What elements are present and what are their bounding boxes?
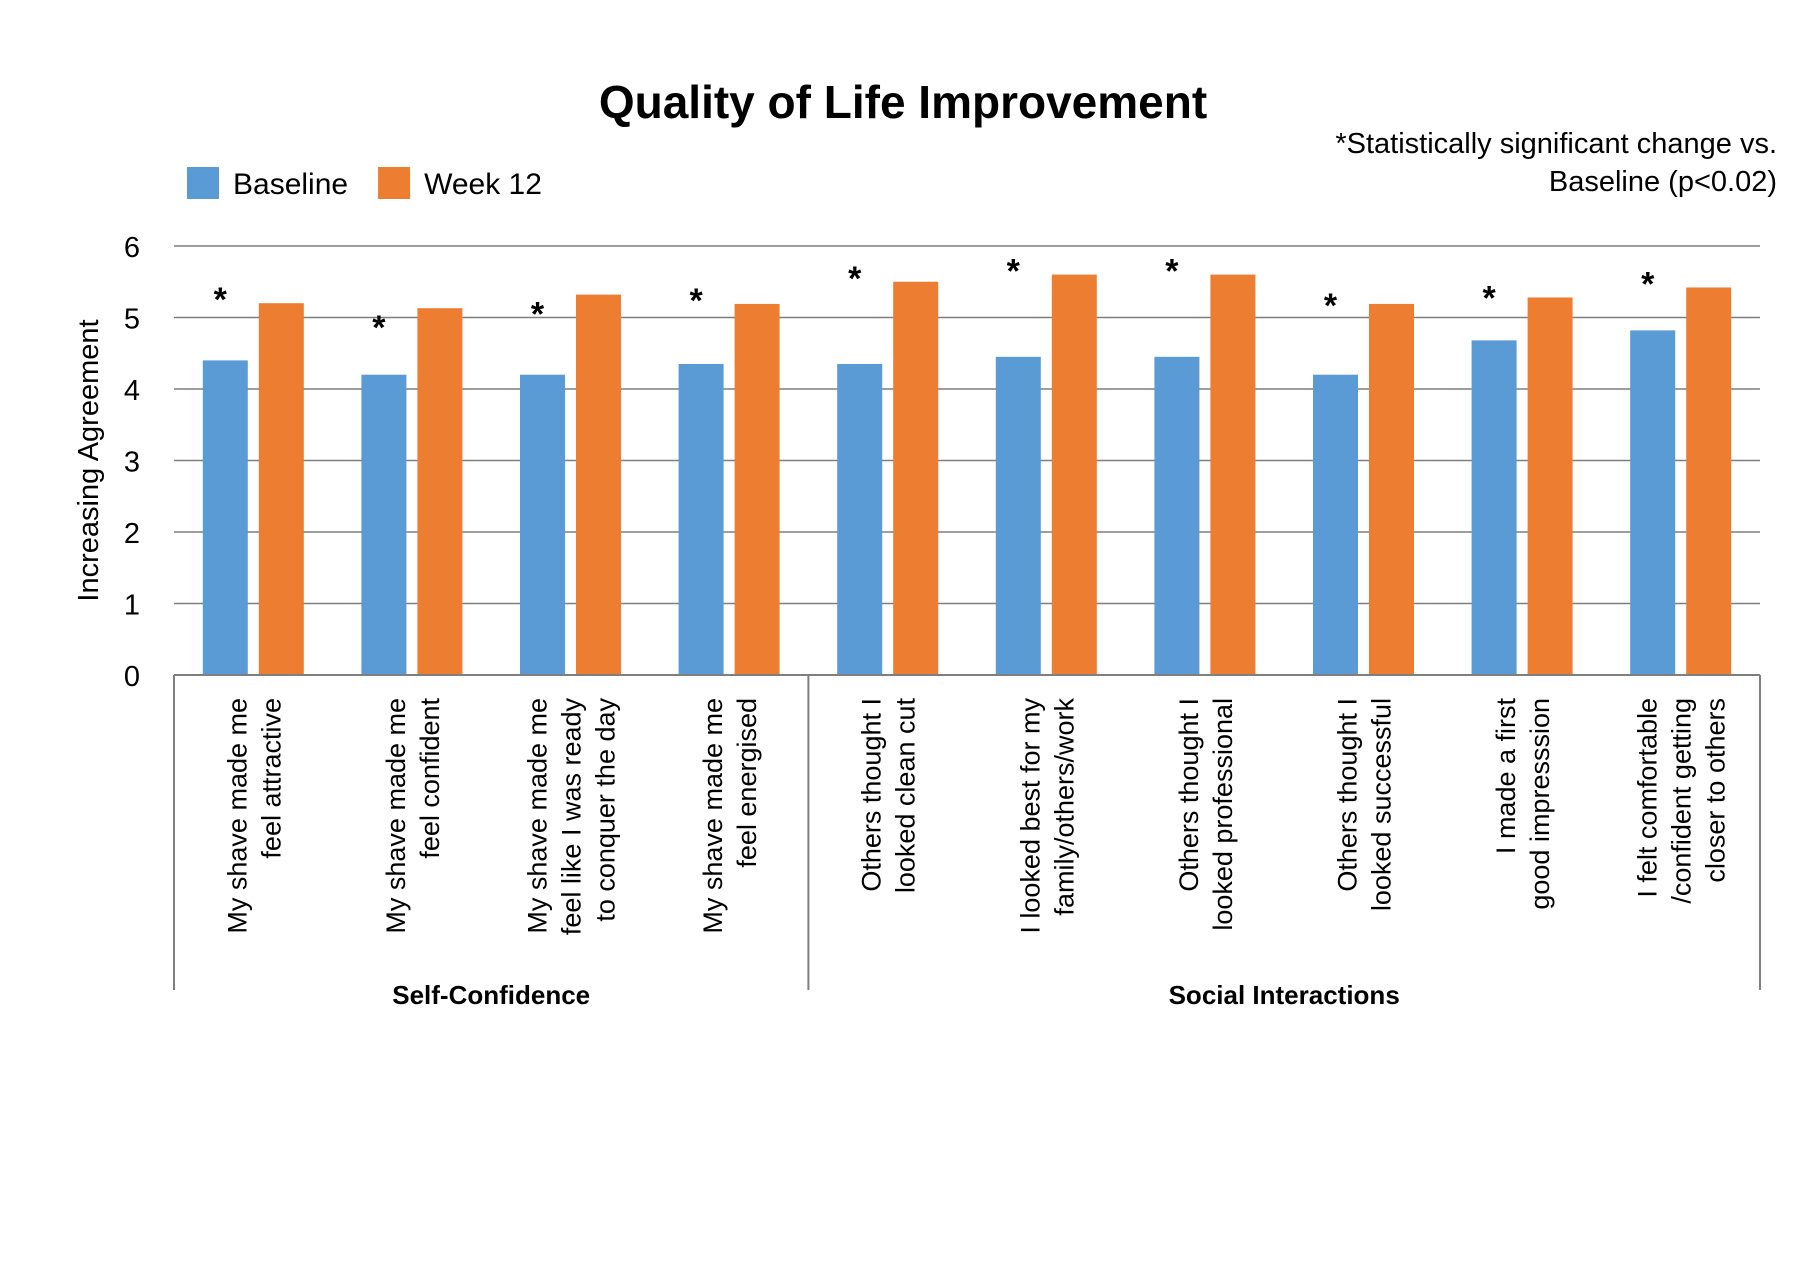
category-label-9: closer to others — [1701, 698, 1731, 883]
legend-label-1: Week 12 — [424, 168, 542, 201]
bar-week12-7 — [1369, 303, 1414, 675]
category-label-9: I felt comfortable — [1633, 698, 1663, 898]
y-tick-label: 6 — [124, 232, 140, 264]
bar-baseline-9 — [1630, 330, 1676, 675]
bar-week12-4 — [893, 281, 939, 675]
legend-swatch-1 — [378, 167, 411, 199]
category-label-7: Others thought I — [1333, 698, 1363, 892]
category-label-3: My shave made me — [698, 698, 728, 934]
category-label-6: Others thought I — [1174, 698, 1204, 892]
category-label-8: I made a first — [1491, 698, 1521, 855]
y-tick-label: 5 — [124, 304, 140, 336]
y-tick-label: 4 — [124, 375, 140, 407]
category-label-1: My shave made me — [381, 698, 411, 934]
category-label-5: I looked best for my — [1015, 698, 1045, 934]
legend-label-0: Baseline — [233, 168, 348, 201]
significance-star-4: * — [848, 260, 862, 298]
significance-note-line: *Statistically significant change vs. — [1335, 128, 1777, 160]
category-label-9: /confident getting — [1667, 698, 1697, 904]
y-tick-label: 1 — [124, 590, 140, 622]
significance-star-6: * — [1165, 253, 1179, 291]
group-label-1: Social Interactions — [1169, 980, 1400, 1010]
bar-baseline-6 — [1154, 356, 1200, 675]
significance-star-8: * — [1482, 279, 1496, 317]
bar-baseline-8 — [1471, 340, 1517, 675]
category-label-4: Others thought I — [857, 698, 887, 892]
category-label-5: family/others/work — [1049, 698, 1079, 916]
y-tick-label: 2 — [124, 518, 140, 550]
bar-week12-6 — [1210, 274, 1256, 675]
group-label-0: Self-Confidence — [392, 980, 590, 1010]
category-label-4: looked clean cut — [891, 698, 921, 894]
bar-week12-5 — [1051, 274, 1097, 675]
significance-note-line: Baseline (p<0.02) — [1549, 166, 1777, 198]
bar-baseline-5 — [995, 356, 1041, 675]
y-tick-label: 0 — [124, 661, 140, 693]
category-label-3: feel energised — [732, 698, 762, 868]
y-axis-label: Increasing Agreement — [73, 319, 105, 601]
significance-star-1: * — [372, 309, 386, 347]
bar-week12-1 — [417, 308, 463, 675]
y-tick-label: 3 — [124, 447, 140, 479]
category-label-2: to conquer the day — [591, 698, 621, 922]
bar-week12-9 — [1686, 287, 1732, 675]
bar-week12-2 — [576, 294, 621, 675]
category-label-2: My shave made me — [523, 698, 553, 934]
bar-baseline-1 — [361, 374, 407, 675]
significance-star-5: * — [1007, 253, 1021, 291]
category-label-7: looked successful — [1367, 698, 1397, 911]
bar-baseline-7 — [1313, 374, 1358, 675]
category-label-6: looked professional — [1208, 698, 1238, 931]
category-label-0: My shave made me — [222, 698, 252, 934]
category-label-2: feel like I was ready — [557, 698, 587, 936]
category-label-0: feel attractive — [256, 698, 286, 859]
legend-swatch-0 — [187, 167, 219, 199]
bar-week12-0 — [258, 303, 304, 675]
bar-baseline-3 — [678, 363, 724, 675]
bar-baseline-0 — [202, 360, 248, 675]
significance-star-7: * — [1324, 287, 1338, 325]
significance-star-3: * — [689, 282, 703, 320]
bar-week12-8 — [1527, 297, 1573, 675]
bar-baseline-4 — [837, 363, 883, 675]
bar-week12-3 — [734, 303, 780, 675]
significance-star-2: * — [531, 296, 545, 334]
significance-star-0: * — [214, 281, 228, 319]
category-label-8: good impresssion — [1525, 698, 1555, 910]
category-label-1: feel confident — [415, 698, 445, 859]
chart-title: Quality of Life Improvement — [599, 76, 1207, 128]
significance-star-9: * — [1641, 265, 1655, 303]
bar-baseline-2 — [520, 374, 565, 675]
